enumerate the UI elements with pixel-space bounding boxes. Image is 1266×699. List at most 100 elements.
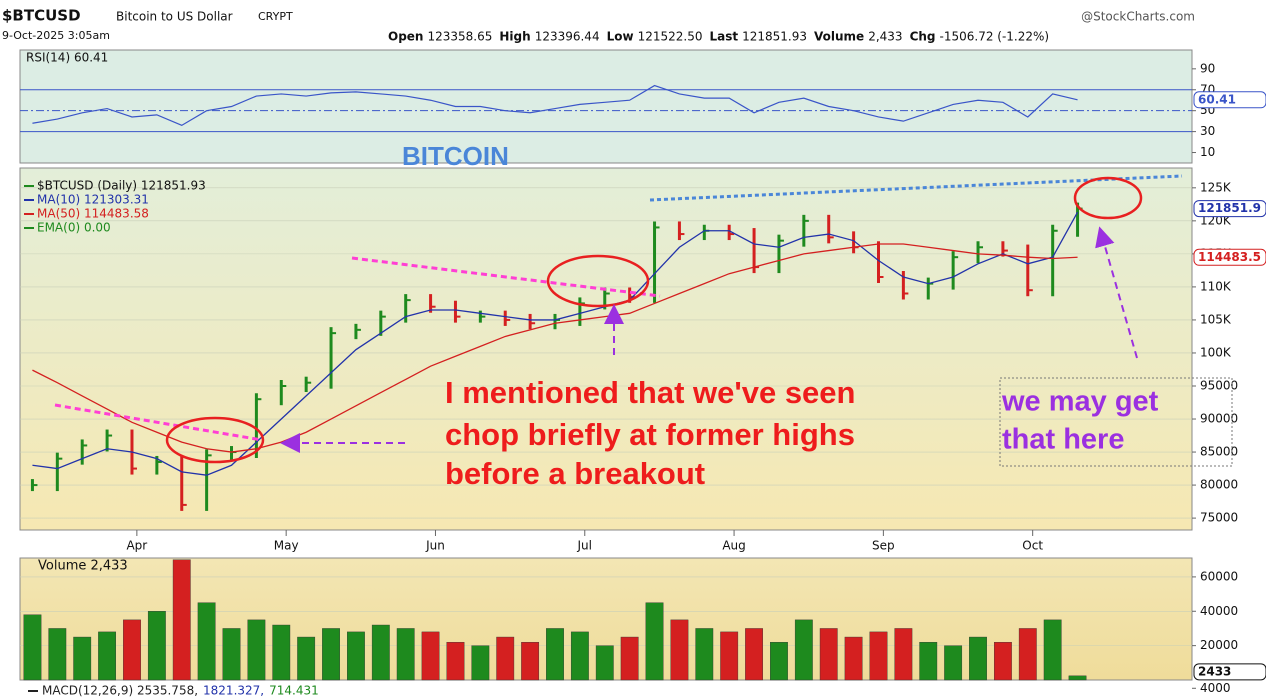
- last-value-label: 2433: [1198, 664, 1231, 678]
- volume-bar: [396, 628, 415, 681]
- highlight: [546, 254, 650, 308]
- arrow: [1095, 226, 1138, 359]
- last-value-tag: [1193, 200, 1266, 218]
- y-tick-label: 30: [1200, 124, 1215, 138]
- y-tick-label: 110K: [1200, 279, 1232, 293]
- volume-bar: [670, 619, 689, 681]
- panel-title: MACD(12,26,9) 2535.758,: [42, 684, 198, 698]
- volume-bar: [570, 631, 589, 681]
- volume-bar: [1018, 628, 1037, 681]
- y-tick-label: 10: [1200, 145, 1215, 159]
- callout-box: [999, 377, 1233, 467]
- x-tick-label: Oct: [1022, 539, 1043, 553]
- volume-bar: [521, 641, 540, 681]
- y-tick-label: 100K: [1200, 345, 1232, 359]
- symbol: $BTCUSD: [2, 7, 81, 25]
- quote-value: -1506.72 (-1.22%): [940, 30, 1050, 44]
- trend-line: [54, 403, 263, 442]
- volume-bar: [770, 641, 788, 681]
- annotations: BITCOIN I mentioned that we've seen chop…: [54, 141, 1233, 491]
- annotation-text: before a breakout: [445, 456, 705, 491]
- last-value-tag: [1193, 663, 1266, 681]
- quote-value: 121522.50: [638, 30, 703, 44]
- y-tick-label: 90000: [1200, 412, 1238, 426]
- volume-bar: [869, 631, 888, 681]
- volume-bar: [546, 628, 564, 681]
- volume-bar: [272, 624, 291, 681]
- y-tick-label: 125K: [1200, 180, 1232, 194]
- volume-bar: [894, 628, 913, 681]
- y-tick-label: 85000: [1200, 445, 1238, 459]
- volume-bar: [471, 645, 490, 681]
- trend-line: [351, 256, 661, 298]
- callout-text: that here: [1002, 424, 1124, 456]
- volume-bar: [147, 611, 166, 681]
- last-value-label: 60.41: [1198, 92, 1236, 106]
- volume-bar: [919, 641, 938, 681]
- volume-bar: [595, 645, 614, 681]
- volume-bar: [1043, 619, 1062, 681]
- panel-title: 1821.327,: [203, 684, 264, 698]
- quote-label: Low: [607, 30, 634, 44]
- volume-bar: [819, 628, 838, 681]
- volume-bar: [322, 628, 340, 681]
- volume-bar: [197, 602, 216, 681]
- price-panel: [19, 167, 1193, 531]
- volume-bar: [172, 559, 191, 681]
- volume-bar: [944, 645, 963, 681]
- legend-entry: MA(10) 121303.31: [37, 193, 149, 207]
- volume-bar: [98, 631, 117, 681]
- volume-bar: [247, 619, 266, 681]
- volume-bar: [620, 636, 639, 681]
- date: 9-Oct-2025 3:05am: [2, 29, 110, 42]
- quote-value: 123358.65: [427, 30, 492, 44]
- panel-title: Volume 2,433: [38, 559, 128, 574]
- y-tick-label: 80000: [1200, 478, 1238, 492]
- volume-bar: [371, 624, 390, 681]
- quote: Open 123358.65 High 123396.44 Low 121522.50 La…: [388, 30, 1049, 44]
- volume-bar: [844, 636, 863, 681]
- annotation-text: I mentioned that we've seen: [445, 375, 855, 410]
- last-value-tag: [1193, 91, 1266, 109]
- x-tick-label: Apr: [126, 539, 147, 553]
- volume-bar: [496, 636, 515, 681]
- quote-label: Last: [709, 30, 738, 44]
- highlight: [165, 416, 265, 464]
- volume-bar: [645, 602, 664, 681]
- legend-entry: EMA(0) 0.00: [37, 221, 111, 235]
- x-tick-label: Jul: [577, 539, 592, 553]
- annotation-text: chop briefly at former highs: [445, 417, 855, 452]
- quote-value: 121851.93: [742, 30, 807, 44]
- source: @StockCharts.com: [1081, 10, 1195, 24]
- quote-value: 2,433: [868, 30, 902, 44]
- y-tick-label: 20000: [1200, 638, 1238, 652]
- quote-value: 123396.44: [535, 30, 600, 44]
- quote-label: Volume: [814, 30, 864, 44]
- volume-bar: [73, 636, 92, 681]
- rsi-line: [32, 84, 1078, 127]
- volume-bar: [695, 628, 714, 681]
- highlight: [1073, 176, 1143, 220]
- volume-bar: [446, 641, 465, 681]
- moving-average: [32, 211, 1079, 476]
- exchange: CRYPT: [258, 10, 293, 23]
- volume-bar: [23, 614, 42, 681]
- volume-bar: [347, 631, 365, 681]
- y-tick-label: 60000: [1200, 569, 1238, 583]
- volume-bar: [421, 631, 440, 681]
- symbol-name: Bitcoin to US Dollar: [116, 10, 233, 24]
- moving-average: [32, 243, 1078, 453]
- y-tick-label: 90: [1200, 61, 1215, 75]
- x-tick-label: Jun: [425, 539, 445, 553]
- quote-label: Open: [388, 30, 423, 44]
- volume-bar: [222, 628, 241, 681]
- volume-bar: [123, 619, 141, 681]
- legend-entry: MA(50) 114483.58: [37, 207, 149, 221]
- legend-entry: $BTCUSD (Daily) 121851.93: [37, 179, 206, 193]
- x-tick-label: Aug: [722, 539, 745, 553]
- y-tick-label: 75000: [1200, 511, 1238, 525]
- last-value-tag: [1193, 248, 1266, 266]
- volume-bar: [745, 628, 763, 681]
